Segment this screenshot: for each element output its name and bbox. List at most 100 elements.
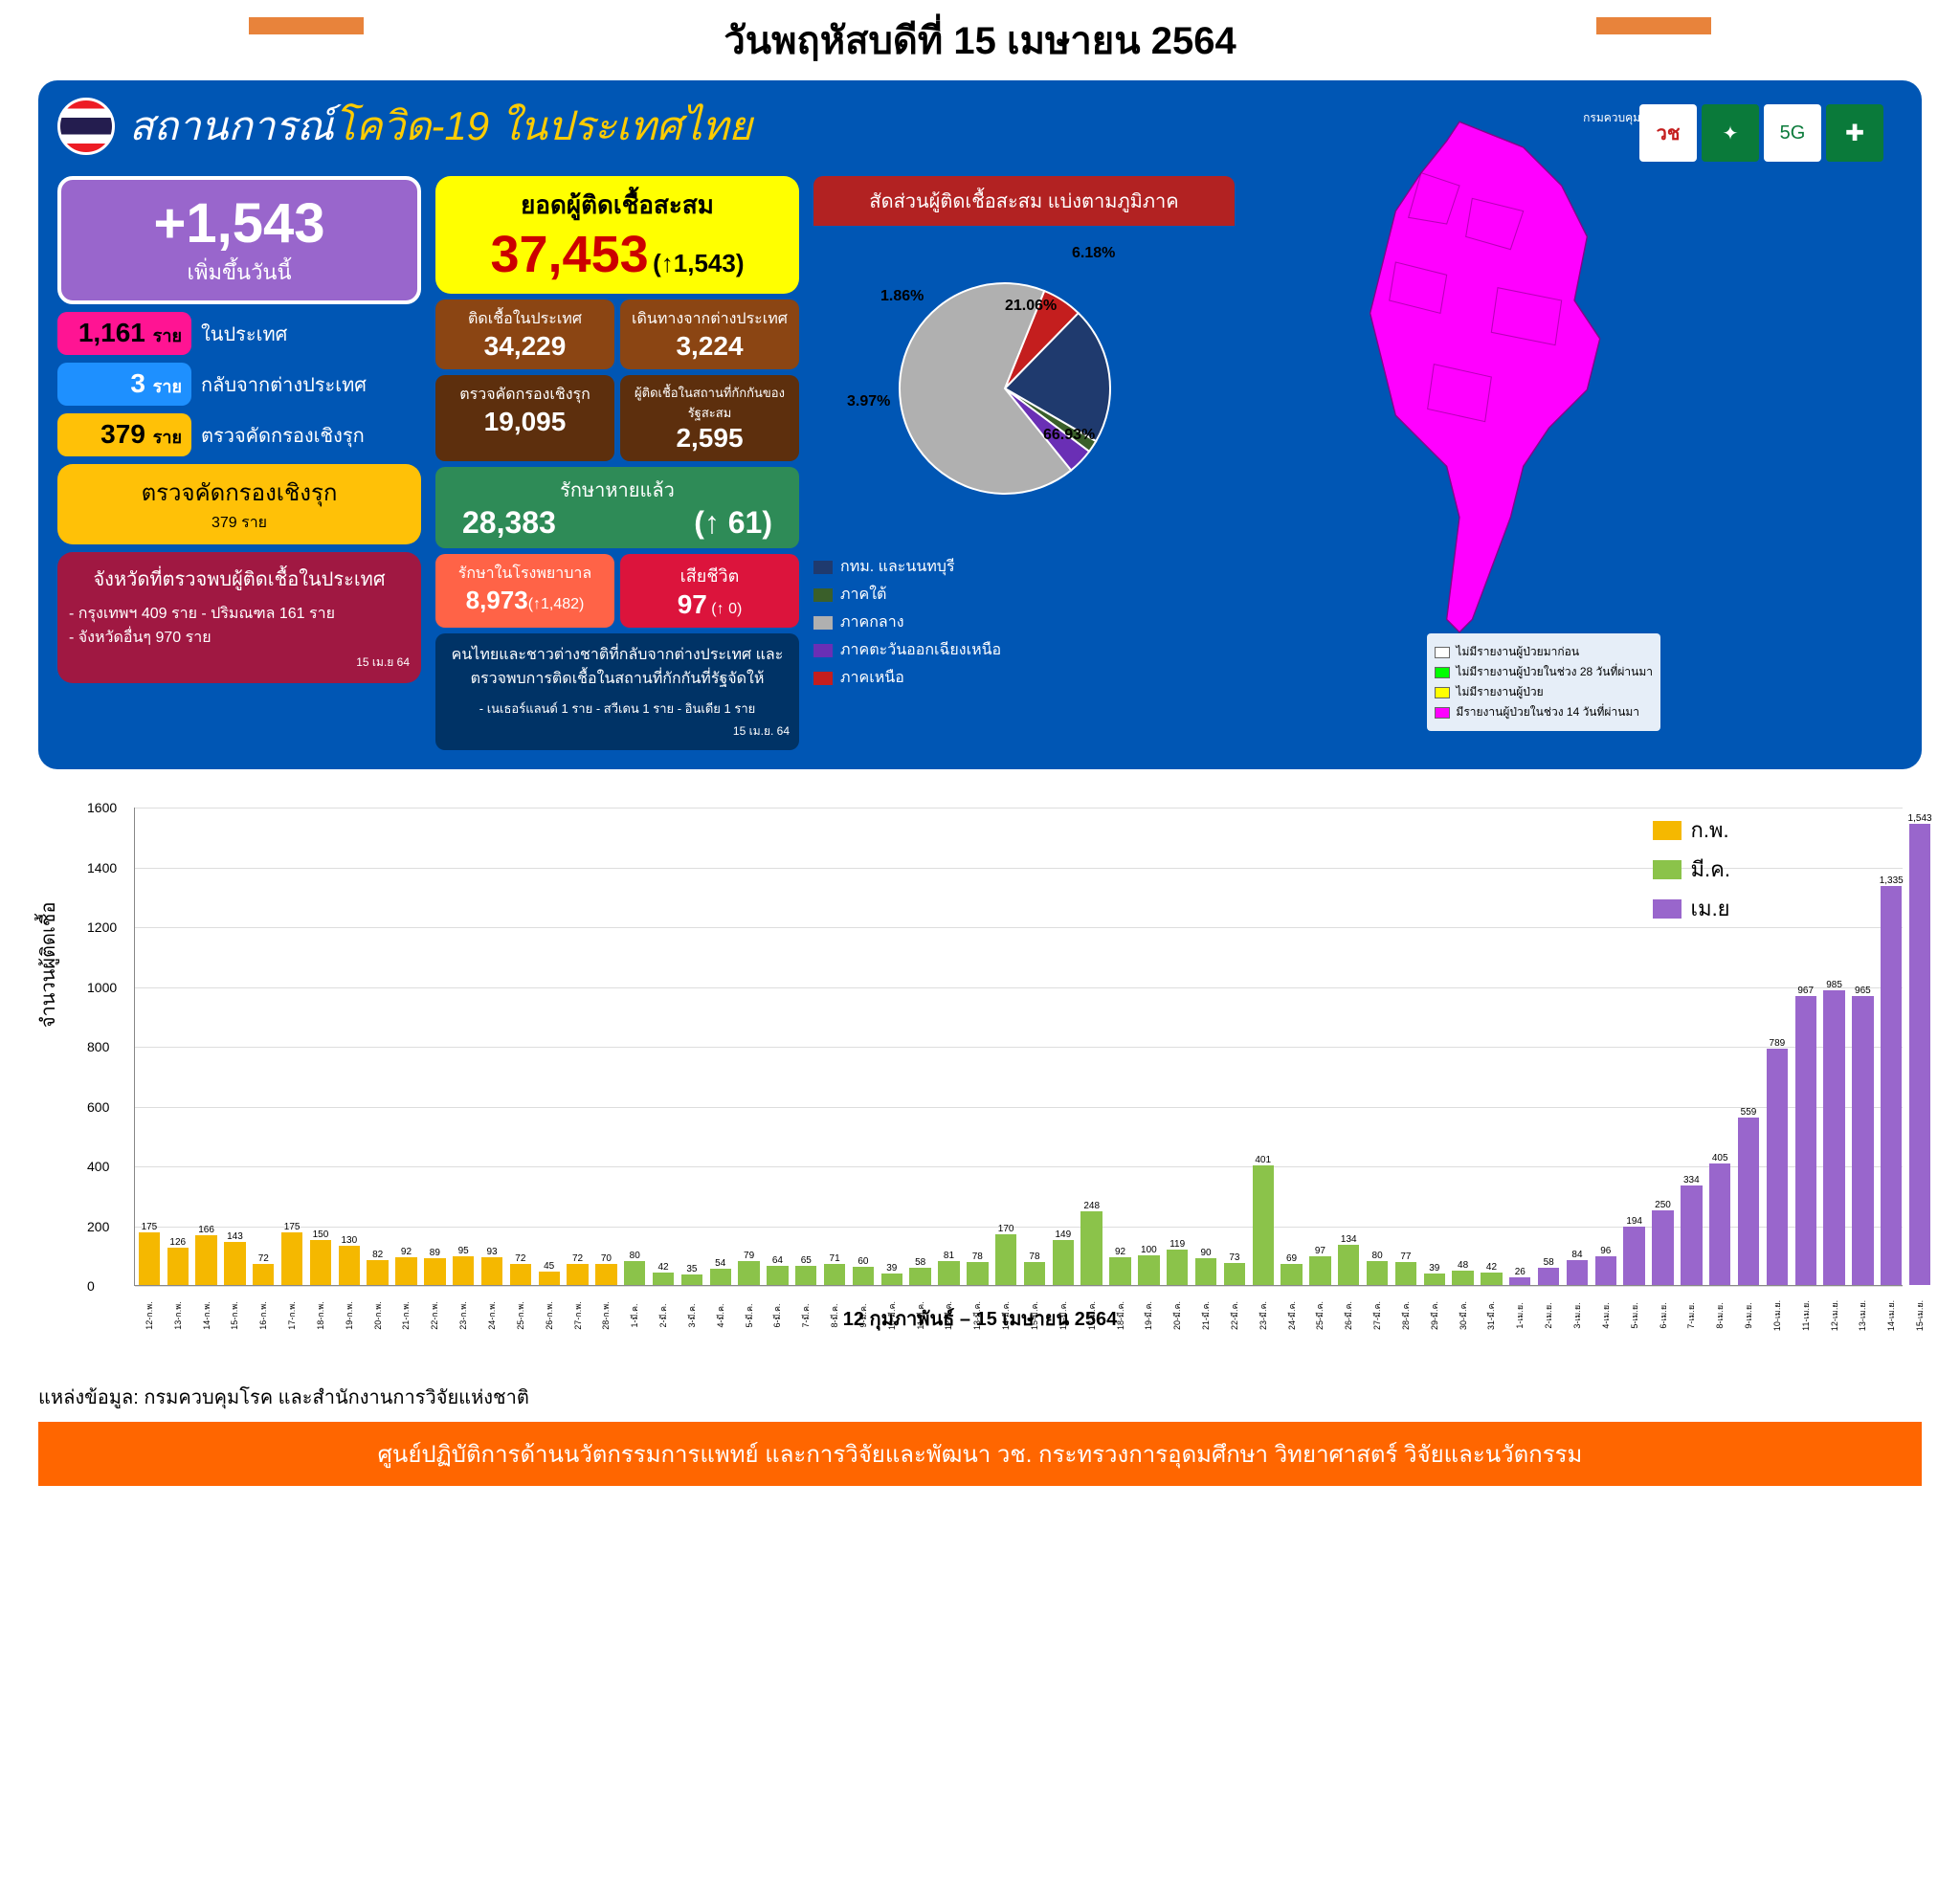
- chart-bar: 7216-ก.พ.: [253, 1264, 274, 1286]
- bar-x-label: 4-มี.ค.: [714, 1304, 727, 1328]
- bar-value-label: 92: [1115, 1247, 1125, 1257]
- bar-value-label: 967: [1797, 986, 1814, 996]
- bar-x-label: 19-มี.ค.: [1142, 1301, 1155, 1330]
- bar-x-label: 20-ก.พ.: [371, 1301, 385, 1329]
- pie-legend-item: ภาคใต้: [813, 583, 1235, 607]
- bar-x-label: 2-มี.ค.: [657, 1304, 670, 1328]
- returnees-title: คนไทยและชาวต่างชาติที่กลับจากต่างประเทศ …: [445, 643, 790, 691]
- chart-bar: 353-มี.ค.: [681, 1274, 702, 1285]
- chart-bar: 9725-มี.ค.: [1309, 1256, 1330, 1285]
- bar-x-label: 13-ก.พ.: [171, 1301, 185, 1329]
- bar-value-label: 789: [1770, 1038, 1786, 1049]
- bar-value-label: 92: [401, 1247, 412, 1257]
- chart-bar: 1945-เม.ย.: [1623, 1227, 1644, 1285]
- bar-value-label: 64: [772, 1255, 783, 1266]
- cumulative-box: ยอดผู้ติดเชื้อสะสม 37,453 (↑1,543): [435, 176, 799, 294]
- bar-value-label: 39: [1429, 1263, 1439, 1274]
- bar-x-label: 9-เม.ย.: [1742, 1302, 1755, 1328]
- map-caption: กรมควบคุมโรค: [1583, 109, 1660, 127]
- provinces-box: จังหวัดที่ตรวจพบผู้ติดเชื้อในประเทศ - กร…: [57, 552, 421, 683]
- bar-x-label: 6-มี.ค.: [770, 1304, 784, 1328]
- bar-value-label: 45: [544, 1261, 554, 1272]
- bar-x-label: 25-ก.พ.: [514, 1301, 527, 1329]
- chart-bar: 609-มี.ค.: [853, 1267, 874, 1285]
- bar-value-label: 90: [1200, 1248, 1211, 1258]
- bar-x-label: 7-เม.ย.: [1684, 1302, 1698, 1328]
- bar-value-label: 35: [686, 1264, 697, 1274]
- bar-x-label: 6-เม.ย.: [1657, 1302, 1670, 1328]
- proactive-label: ตรวจคัดกรองเชิงรุก: [201, 420, 365, 451]
- chart-bar: 5811-มี.ค.: [909, 1268, 930, 1285]
- bar-x-label: 21-ก.พ.: [399, 1301, 412, 1329]
- bar-value-label: 166: [198, 1225, 214, 1235]
- bar-value-label: 81: [944, 1251, 954, 1261]
- chart-bar: 24817-มี.ค.: [1080, 1211, 1102, 1286]
- date-stamp-2: 15 เม.ย. 64: [445, 722, 790, 741]
- chart-bar: 7225-ก.พ.: [510, 1264, 531, 1286]
- bar-x-label: 12-ก.พ.: [143, 1301, 156, 1329]
- column-4-map: ไม่มีรายงานผู้ป่วยมาก่อนไม่มีรายงานผู้ป่…: [1249, 109, 1670, 750]
- bar-value-label: 73: [1229, 1252, 1239, 1263]
- proactive-cum-box: ตรวจคัดกรองเชิงรุก19,095: [435, 375, 614, 461]
- chart-bar: 9324-ก.พ.: [481, 1257, 502, 1285]
- chart-bar: 657-มี.ค.: [795, 1266, 816, 1285]
- bar-value-label: 170: [998, 1224, 1014, 1234]
- bar-x-label: 11-เม.ย.: [1799, 1300, 1813, 1331]
- bar-x-label: 17-ก.พ.: [285, 1301, 299, 1329]
- abroad-cum-box: เดินทางจากต่างประเทศ3,224: [620, 299, 799, 369]
- bar-x-label: 30-มี.ค.: [1457, 1301, 1470, 1330]
- pie-legend: กทม. และนนทบุรีภาคใต้ภาคกลางภาคตะวันออกเ…: [813, 555, 1235, 690]
- pie-container: 21.06%1.86%66.93%3.97%6.18%: [813, 226, 1235, 551]
- bar-value-label: 72: [572, 1253, 583, 1264]
- abroad-label: กลับจากต่างประเทศ: [201, 369, 367, 400]
- bar-value-label: 175: [284, 1222, 301, 1232]
- returnees-box: คนไทยและชาวต่างชาติที่กลับจากต่างประเทศ …: [435, 633, 799, 750]
- chart-bar: 11920-มี.ค.: [1167, 1250, 1188, 1285]
- bar-value-label: 97: [1315, 1246, 1325, 1256]
- pie-slice-label: 66.93%: [1043, 427, 1095, 444]
- chart-bar: 5599-เม.ย.: [1738, 1118, 1759, 1285]
- bar-value-label: 175: [142, 1222, 158, 1232]
- chart-bar: 15018-ก.พ.: [310, 1240, 331, 1285]
- chart-bar: 78910-เม.ย.: [1767, 1049, 1788, 1285]
- bar-x-label: 26-มี.ค.: [1342, 1301, 1355, 1330]
- bar-value-label: 96: [1600, 1246, 1611, 1256]
- chart-bar: 964-เม.ย.: [1595, 1256, 1616, 1285]
- column-3-pie: สัดส่วนผู้ติดเชื้อสะสม แบ่งตามภูมิภาค 21…: [813, 176, 1235, 750]
- bar-value-label: 126: [169, 1237, 186, 1248]
- chart-bar: 16614-ก.พ.: [195, 1235, 216, 1285]
- bar-value-label: 77: [1400, 1252, 1411, 1262]
- bar-value-label: 194: [1626, 1216, 1642, 1227]
- bar-x-label: 4-เม.ย.: [1599, 1302, 1613, 1328]
- bar-value-label: 39: [886, 1263, 897, 1274]
- bar-x-label: 3-มี.ค.: [685, 1304, 699, 1328]
- domestic-cum-box: ติดเชื้อในประเทศ34,229: [435, 299, 614, 369]
- pie-legend-item: ภาคกลาง: [813, 610, 1235, 634]
- bar-x-label: 12-เม.ย.: [1828, 1300, 1841, 1331]
- bar-x-label: 10-เม.ย.: [1771, 1300, 1784, 1331]
- bar-x-label: 5-เม.ย.: [1628, 1302, 1641, 1328]
- chart-bar: 17014-มี.ค.: [995, 1234, 1016, 1285]
- cumulative-number: 37,453: [490, 226, 648, 283]
- column-1: +1,543 เพิ่มขึ้นวันนี้ 1,161 ราย ในประเท…: [57, 176, 421, 750]
- new-cases-label: เพิ่มขึ้นวันนี้: [73, 255, 406, 289]
- bar-x-label: 27-มี.ค.: [1370, 1301, 1384, 1330]
- bar-x-label: 16-ก.พ.: [256, 1301, 270, 1329]
- chart-bar: 718-มี.ค.: [824, 1264, 845, 1285]
- provinces-detail: - กรุงเทพฯ 409 ราย - ปริมณฑล 161 ราย - จ…: [69, 602, 410, 650]
- bar-x-label: 31-มี.ค.: [1484, 1301, 1498, 1330]
- returnees-detail: - เนเธอร์แลนด์ 1 ราย - สวีเดน 1 ราย - อิ…: [445, 698, 790, 719]
- bar-value-label: 78: [972, 1252, 983, 1262]
- pie-slice-label: 3.97%: [847, 393, 890, 410]
- quarantine-box: ผู้ติดเชื้อในสถานที่กักกันของรัฐสะสม2,59…: [620, 375, 799, 461]
- bar-value-label: 72: [515, 1253, 525, 1264]
- bar-value-label: 26: [1515, 1267, 1526, 1277]
- decoration-bar-left: [249, 17, 364, 34]
- bar-chart-section: จำนวนผู้ติดเชื้อ 02004006008001000120014…: [38, 788, 1922, 1362]
- chart-bar: 17512-ก.พ.: [139, 1232, 160, 1285]
- bar-x-label: 15-เม.ย.: [1913, 1300, 1927, 1331]
- death-box: เสียชีวิต97 (↑ 0): [620, 554, 799, 628]
- screening-box: ตรวจคัดกรองเชิงรุก 379 ราย: [57, 464, 421, 544]
- new-cases-number: +1,543: [73, 191, 406, 255]
- bar-value-label: 80: [1372, 1251, 1383, 1261]
